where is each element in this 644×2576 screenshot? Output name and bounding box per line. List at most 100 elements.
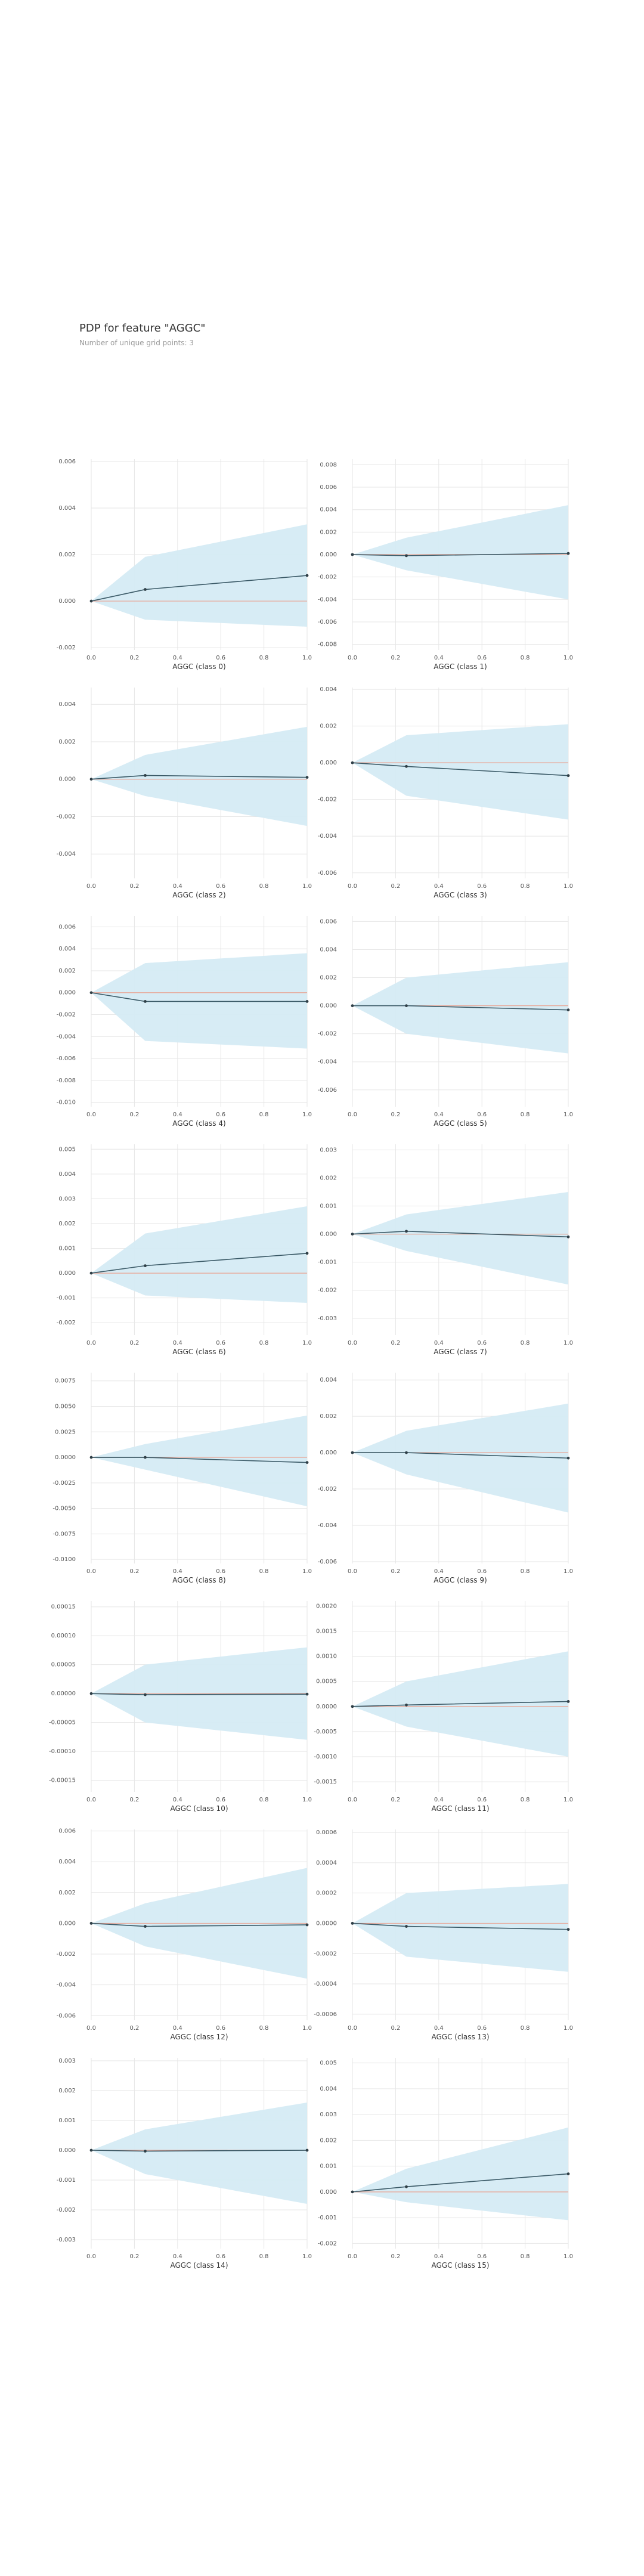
y-tick-label: -0.001 <box>318 1259 337 1266</box>
x-tick-label: 0.8 <box>259 1111 269 1118</box>
y-tick-label: -0.0010 <box>314 1754 337 1760</box>
y-tick-label: -0.006 <box>318 619 337 626</box>
pdp-point <box>89 778 93 781</box>
y-tick-label: -0.002 <box>318 574 337 581</box>
pdp-panel-class-5: 0.006 0.004 0.002 0.000 -0.002 -0.004 -0.006 0.… <box>318 916 573 1128</box>
y-tick-label: -0.002 <box>318 797 337 803</box>
x-tick-label: 0.2 <box>129 1111 139 1118</box>
y-tick-label: 0.000 <box>58 1920 76 1927</box>
y-tick-label: 0.002 <box>58 552 76 558</box>
x-tick-label: 0.8 <box>259 1340 269 1346</box>
confidence-band <box>352 1192 568 1285</box>
y-tick-label: 0.004 <box>58 1171 76 1178</box>
y-tick-label: 0.002 <box>320 529 337 535</box>
x-tick-label: 1.0 <box>564 2253 573 2260</box>
x-tick-label: 0.6 <box>216 2253 225 2260</box>
pdp-point <box>305 1692 309 1696</box>
y-tick-label: 0.003 <box>320 1147 337 1153</box>
y-tick-label: -0.002 <box>318 1287 337 1294</box>
y-tick-label: 0.000 <box>58 990 76 996</box>
pdp-point <box>144 1925 147 1928</box>
pdp-point <box>351 1004 354 1007</box>
pdp-point <box>89 1922 93 1925</box>
x-tick-label: 0.2 <box>391 2253 400 2260</box>
y-tick-label: -0.004 <box>57 1982 76 1989</box>
x-axis-label: AGGC (class 7) <box>434 1348 487 1356</box>
pdp-point <box>566 1700 570 1703</box>
y-tick-label: 0.000 <box>320 760 337 766</box>
pdp-panel-class-9: 0.004 0.002 0.000 -0.002 -0.004 -0.006 0.0 0.2 0… <box>318 1373 573 1584</box>
y-tick-label: -0.004 <box>57 851 76 857</box>
x-tick-label: 0.0 <box>86 2253 96 2260</box>
x-tick-label: 0.8 <box>521 1797 530 1803</box>
x-axis-label: AGGC (class 8) <box>172 1576 225 1584</box>
x-tick-label: 0.2 <box>129 655 139 661</box>
y-tick-label: -0.002 <box>318 2240 337 2247</box>
y-tick-label: 0.0050 <box>55 1403 76 1410</box>
x-tick-label: 0.8 <box>259 2253 269 2260</box>
x-axis-label: AGGC (class 1) <box>434 662 487 671</box>
y-tick-label: 0.002 <box>58 968 76 974</box>
x-tick-label: 0.4 <box>173 2025 182 2032</box>
x-tick-label: 0.8 <box>259 655 269 661</box>
pdp-point <box>405 1925 408 1928</box>
y-tick-label: -0.0015 <box>314 1779 337 1785</box>
x-tick-label: 0.4 <box>173 883 182 890</box>
y-tick-label: -0.004 <box>318 1522 337 1529</box>
y-tick-label: 0.0000 <box>316 1704 337 1710</box>
pdp-point <box>305 776 309 779</box>
page-subtitle: Number of unique grid points: 3 <box>79 339 194 347</box>
x-axis-label: AGGC (class 10) <box>170 1804 228 1813</box>
x-tick-label: 0.4 <box>173 1111 182 1118</box>
y-tick-label: -0.0005 <box>314 1729 337 1735</box>
x-axis-label: AGGC (class 2) <box>172 891 225 899</box>
y-tick-label: 0.004 <box>58 1859 76 1865</box>
x-axis-label: AGGC (class 6) <box>172 1348 225 1356</box>
y-tick-label: -0.006 <box>318 870 337 877</box>
y-tick-label: 0.004 <box>58 701 76 708</box>
x-tick-label: 1.0 <box>302 655 312 661</box>
y-tick-label: -0.002 <box>57 813 76 820</box>
confidence-band <box>352 505 568 600</box>
pdp-point <box>405 1004 408 1007</box>
x-tick-label: 1.0 <box>302 2253 312 2260</box>
x-tick-label: 0.2 <box>129 2025 139 2032</box>
x-tick-label: 1.0 <box>564 1340 573 1346</box>
pdp-point <box>566 1008 570 1012</box>
pdp-panel-class-12: 0.006 0.004 0.002 0.000 -0.002 -0.004 -0.006 0.… <box>57 1828 312 2041</box>
y-tick-label: 0.0015 <box>316 1628 337 1635</box>
y-tick-label: 0.000 <box>320 552 337 558</box>
pdp-point <box>305 574 309 577</box>
y-tick-label: -0.008 <box>318 642 337 648</box>
y-tick-label: 0.004 <box>320 2086 337 2092</box>
y-tick-label: 0.0025 <box>55 1429 76 1435</box>
y-tick-label: 0.000 <box>58 1270 76 1277</box>
pdp-panel-class-8: 0.0075 0.0050 0.0025 0.0000 -0.0025 -0.0050 -0… <box>52 1373 312 1584</box>
y-tick-label: 0.002 <box>320 1413 337 1420</box>
x-tick-label: 0.4 <box>434 2253 444 2260</box>
pdp-point <box>305 1923 309 1927</box>
y-tick-label: -0.006 <box>318 1087 337 1094</box>
x-tick-label: 0.0 <box>86 1340 96 1346</box>
x-tick-label: 0.2 <box>129 1568 139 1575</box>
confidence-band <box>91 1206 307 1303</box>
x-tick-label: 0.2 <box>391 1340 400 1346</box>
x-tick-label: 0.0 <box>348 883 357 890</box>
x-tick-label: 0.2 <box>391 1111 400 1118</box>
x-tick-label: 1.0 <box>564 655 573 661</box>
confidence-band <box>91 1415 307 1507</box>
y-tick-label: 0.006 <box>320 484 337 491</box>
pdp-point <box>89 2148 93 2152</box>
x-tick-label: 0.8 <box>259 1797 269 1803</box>
y-tick-label: -0.0025 <box>52 1480 76 1487</box>
y-tick-label: -0.003 <box>57 2237 76 2243</box>
y-tick-label: 0.0000 <box>55 1454 76 1461</box>
pdp-point <box>566 2172 570 2175</box>
pdp-point <box>351 1705 354 1708</box>
pdp-point <box>566 552 570 555</box>
y-tick-label: 0.003 <box>320 2111 337 2118</box>
x-tick-label: 0.0 <box>348 1111 357 1118</box>
y-tick-label: 0.004 <box>320 946 337 953</box>
x-tick-label: 0.4 <box>173 655 182 661</box>
pdp-point <box>144 1000 147 1003</box>
